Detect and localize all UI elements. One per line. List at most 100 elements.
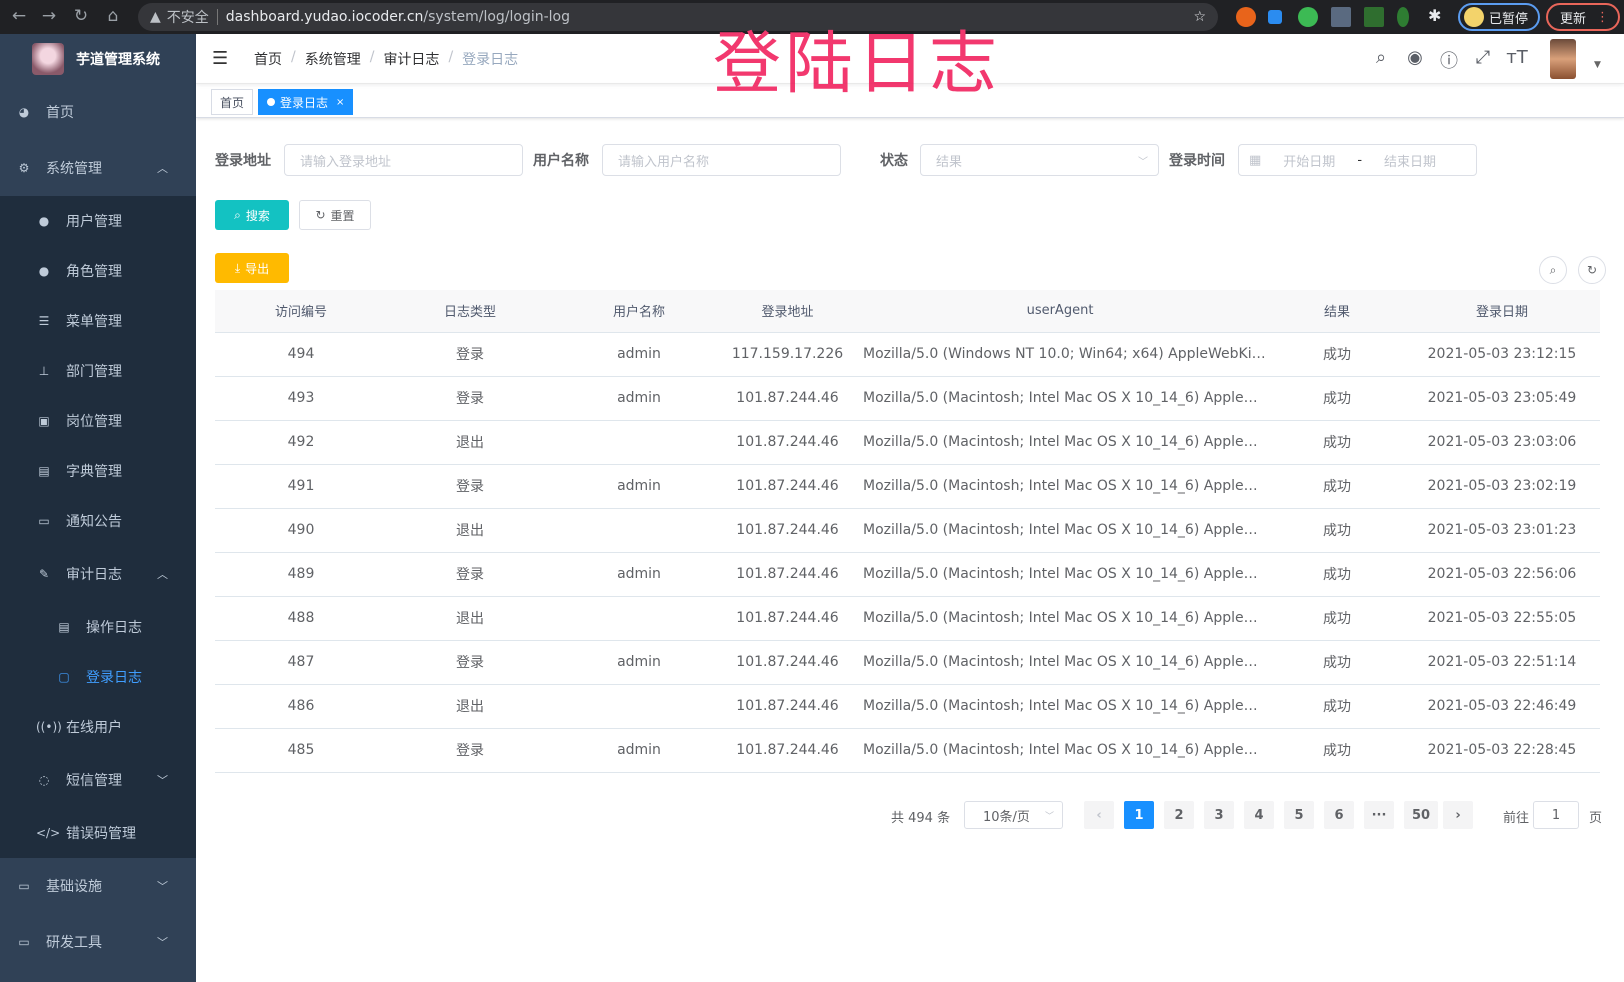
forward-icon[interactable]: → xyxy=(41,6,57,26)
sidebar-item-error-code[interactable]: </> 错误码管理 xyxy=(0,808,196,858)
page-button[interactable]: ··· xyxy=(1364,801,1394,829)
table-cell: 成功 xyxy=(1270,640,1404,685)
help-icon[interactable]: ⓘ xyxy=(1440,51,1458,72)
table-row[interactable]: 493 登录 admin 101.87.244.46 Mozilla/5.0 (Maci… xyxy=(215,376,1600,421)
table-cell: Mozilla/5.0 (Macintosh; Intel Mac OS X 1… xyxy=(850,420,1270,465)
table-cell: 492 xyxy=(215,420,387,465)
refresh-button[interactable]: ↻ xyxy=(1578,256,1606,284)
puzzle-icon[interactable]: ✱ xyxy=(1428,6,1442,25)
fullscreen-icon[interactable]: ⤢ xyxy=(1475,47,1491,68)
extension-icon[interactable] xyxy=(1268,10,1282,24)
column-header: 访问编号 xyxy=(215,290,387,333)
extension-icon[interactable] xyxy=(1298,7,1318,27)
page-button[interactable]: 5 xyxy=(1284,801,1314,829)
username-input[interactable]: 请输入用户名称 xyxy=(602,144,841,176)
back-icon[interactable]: ← xyxy=(11,6,27,26)
sidebar-item-label: 短信管理 xyxy=(66,773,122,789)
sidebar-item-system[interactable]: ⚙ 系统管理 ︿ xyxy=(0,140,196,196)
search-icon: ⌕ xyxy=(234,207,241,222)
profile-button[interactable]: 已暂停 xyxy=(1458,3,1540,31)
table-cell: Mozilla/5.0 (Macintosh; Intel Mac OS X 1… xyxy=(850,596,1270,641)
insecure-label: 不安全 xyxy=(166,10,209,26)
date-range-picker[interactable]: ▦ 开始日期 - 结束日期 xyxy=(1238,144,1477,176)
extension-icon[interactable] xyxy=(1364,7,1384,27)
caret-down-icon[interactable]: ▼ xyxy=(1594,60,1601,70)
extension-icon[interactable] xyxy=(1331,7,1351,27)
sidebar-item-tool[interactable]: ▭ 研发工具 ﹀ xyxy=(0,914,196,970)
table-cell: Mozilla/5.0 (Macintosh; Intel Mac OS X 1… xyxy=(850,464,1270,509)
table-row[interactable]: 487 登录 admin 101.87.244.46 Mozilla/5.0 (Maci… xyxy=(215,640,1600,685)
avatar[interactable] xyxy=(1550,39,1576,79)
star-icon[interactable]: ☆ xyxy=(1193,9,1206,25)
tag-label: 首页 xyxy=(220,95,245,110)
table-cell: 成功 xyxy=(1270,596,1404,641)
table-row[interactable]: 488 退出 101.87.244.46 Mozilla/5.0 (Macintosh… xyxy=(215,596,1600,641)
prev-page-button[interactable]: ‹ xyxy=(1084,801,1114,829)
breadcrumb-item[interactable]: 审计日志 xyxy=(383,52,440,68)
font-size-icon[interactable]: тT xyxy=(1506,47,1528,68)
sidebar-item-notice[interactable]: ▭ 通知公告 xyxy=(0,496,196,546)
page-button[interactable]: 50 xyxy=(1404,801,1438,829)
update-button[interactable]: 更新 ⋮ xyxy=(1546,3,1620,31)
table-row[interactable]: 489 登录 admin 101.87.244.46 Mozilla/5.0 (Maci… xyxy=(215,552,1600,597)
sidebar-item-menu[interactable]: ☰ 菜单管理 xyxy=(0,296,196,346)
tag-home[interactable]: 首页 xyxy=(211,89,254,115)
table-row[interactable]: 485 登录 admin 101.87.244.46 Mozilla/5.0 (Maci… xyxy=(215,728,1600,773)
table-row[interactable]: 486 退出 101.87.244.46 Mozilla/5.0 (Macintosh… xyxy=(215,684,1600,729)
close-icon[interactable]: × xyxy=(336,96,345,108)
table-row[interactable]: 491 登录 admin 101.87.244.46 Mozilla/5.0 (Maci… xyxy=(215,464,1600,509)
reload-icon[interactable]: ↻ xyxy=(73,6,89,26)
next-page-button[interactable]: › xyxy=(1443,801,1473,829)
search-button[interactable]: ⌕ 搜索 xyxy=(215,200,289,230)
table-cell: 101.87.244.46 xyxy=(725,376,850,421)
sidebar-item-dict[interactable]: ▤ 字典管理 xyxy=(0,446,196,496)
sidebar-item-audit-log[interactable]: ✎ 审计日志 ︿ xyxy=(0,546,196,602)
table-header: 访问编号 日志类型 用户名称 登录地址 userAgent 结果 登录日期 xyxy=(215,290,1600,333)
sidebar-item-user[interactable]: ● 用户管理 xyxy=(0,196,196,246)
page-suffix: 页 xyxy=(1589,811,1603,826)
reset-button[interactable]: ↻ 重置 xyxy=(299,200,371,230)
dashboard-icon: ◕ xyxy=(18,105,30,119)
github-icon[interactable]: ◉ xyxy=(1407,47,1423,68)
export-button[interactable]: ⤓ 导出 xyxy=(215,253,289,283)
status-select[interactable]: 结果 ﹀ xyxy=(920,144,1159,176)
sidebar-item-role[interactable]: ● 角色管理 xyxy=(0,246,196,296)
table-cell: 494 xyxy=(215,332,387,377)
ip-input[interactable]: 请输入登录地址 xyxy=(284,144,523,176)
page-button[interactable]: 4 xyxy=(1244,801,1274,829)
page-button[interactable]: 2 xyxy=(1164,801,1194,829)
toggle-search-button[interactable]: ⌕ xyxy=(1539,256,1567,284)
breadcrumb-item[interactable]: 系统管理 xyxy=(304,52,361,68)
sidebar-item-login-log[interactable]: ▢ 登录日志 xyxy=(0,652,196,702)
table-cell: 退出 xyxy=(387,596,553,641)
sidebar-item-home[interactable]: ◕ 首页 xyxy=(0,84,196,140)
address-bar[interactable]: ▲ 不安全 dashboard.yudao.iocoder.cn/system/… xyxy=(138,3,1218,31)
page-button[interactable]: 3 xyxy=(1204,801,1234,829)
sidebar-item-sms[interactable]: ◌ 短信管理 ﹀ xyxy=(0,752,196,808)
home-icon[interactable]: ⌂ xyxy=(107,6,119,26)
table-row[interactable]: 494 登录 admin 117.159.17.226 Mozilla/5.0 (Win… xyxy=(215,332,1600,377)
tag-login-log[interactable]: 登录日志 × xyxy=(258,89,354,115)
hamburger-icon[interactable]: ☰ xyxy=(212,48,229,69)
page-button[interactable]: 1 xyxy=(1124,801,1154,829)
start-date: 开始日期 xyxy=(1283,154,1336,170)
table-cell xyxy=(553,596,725,641)
sidebar-item-infra[interactable]: ▭ 基础设施 ﹀ xyxy=(0,858,196,914)
sidebar-item-dept[interactable]: ⊥ 部门管理 xyxy=(0,346,196,396)
table-row[interactable]: 490 退出 101.87.244.46 Mozilla/5.0 (Macintosh… xyxy=(215,508,1600,553)
table-row[interactable]: 492 退出 101.87.244.46 Mozilla/5.0 (Macintosh… xyxy=(215,420,1600,465)
extension-icon[interactable] xyxy=(1236,7,1256,27)
sidebar-item-label: 基础设施 xyxy=(46,879,102,895)
sidebar-item-operate-log[interactable]: ▤ 操作日志 xyxy=(0,602,196,652)
goto-page-input[interactable]: 1 xyxy=(1533,801,1579,829)
search-icon[interactable]: ⌕ xyxy=(1375,47,1387,68)
sidebar-logo[interactable]: 芋道管理系统 xyxy=(0,34,196,84)
breadcrumb-item[interactable]: 首页 xyxy=(254,52,282,68)
page-size-select[interactable]: 10条/页 ﹀ xyxy=(964,801,1063,829)
page-button[interactable]: 6 xyxy=(1324,801,1354,829)
extension-icon[interactable] xyxy=(1397,7,1409,27)
column-header: 登录地址 xyxy=(725,290,850,333)
login-time-label: 登录时间 xyxy=(1169,153,1225,169)
sidebar-item-online[interactable]: ((•)) 在线用户 xyxy=(0,702,196,752)
sidebar-item-post[interactable]: ▣ 岗位管理 xyxy=(0,396,196,446)
